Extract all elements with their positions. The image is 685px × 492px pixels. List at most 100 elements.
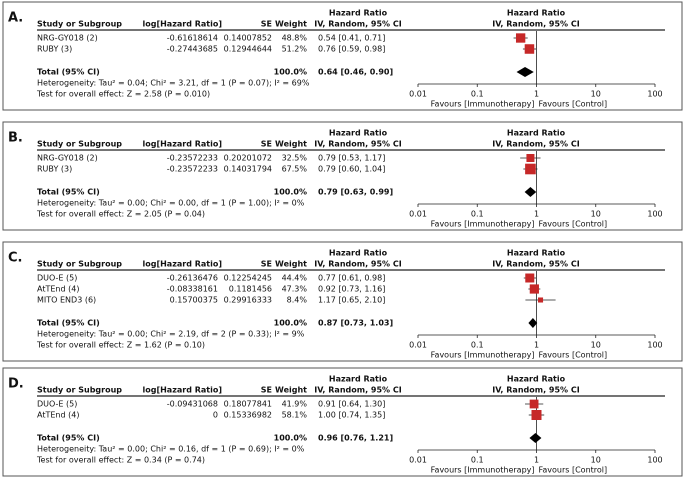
heterogeneity: Heterogeneity: Tau² = 0.00; Chi² = 0.16,… [37,445,305,454]
panel-border [2,241,683,362]
total-diamond [528,318,538,328]
hr-ci: 1.17 [0.65, 2.10] [318,296,385,305]
study-name: NRG-GY018 (2) [37,34,98,43]
study-name: DUO-E (5) [37,400,77,409]
x-tick-label: 100 [647,341,662,350]
column-header: Study or Subgroup [37,140,122,149]
column-header: Hazard Ratio [329,249,388,258]
total-diamond [516,67,534,77]
overall-effect: Test for overall effect: Z = 0.34 (P = 0… [36,456,205,465]
total-weight: 100.0% [274,188,307,197]
log-hr: 0.15700375 [170,296,218,305]
total-hr-ci: 0.64 [0.46, 0.90] [318,68,393,77]
favours-left: Favours [Immunotherapy] [431,466,535,475]
log-hr: -0.27443685 [167,45,218,54]
log-hr: -0.09431068 [167,400,218,409]
total-diamond [524,187,537,197]
x-tick-label: 10 [591,90,601,99]
overall-effect: Test for overall effect: Z = 1.62 (P = 0… [36,341,205,350]
weight: 58.1% [282,411,308,420]
favours-right: Favours [Control] [539,351,608,360]
total-hr-ci: 0.79 [0.63, 0.99] [318,188,393,197]
overall-effect: Test for overall effect: Z = 2.05 (P = 0… [36,210,205,219]
favours-right: Favours [Control] [539,220,608,229]
heterogeneity: Heterogeneity: Tau² = 0.04; Chi² = 3.21,… [37,79,310,88]
hr-ci: 0.54 [0.41, 0.71] [318,34,385,43]
plot-header: Hazard Ratio [507,129,566,138]
se: 0.18077841 [224,400,272,409]
total-name: Total (95% CI) [37,319,100,328]
plot-header: IV, Random, 95% CI [492,386,579,395]
log-hr: -0.23572233 [167,154,218,163]
hr-square [531,409,542,421]
x-tick-label: 10 [591,456,601,465]
column-header: Weight [275,386,307,395]
panel-label: B. [8,131,23,146]
x-tick-label: 10 [591,341,601,350]
panel-label: A. [8,11,23,26]
se: 0.12944644 [224,45,272,54]
se: 0.15336982 [224,411,272,420]
hr-square [529,284,539,294]
column-header: Study or Subgroup [37,386,122,395]
se: 0.12254245 [224,274,272,283]
column-header: Weight [275,260,307,269]
total-name: Total (95% CI) [37,188,100,197]
x-tick-label: 0.01 [409,210,427,219]
hr-square [538,297,544,303]
heterogeneity: Heterogeneity: Tau² = 0.00; Chi² = 0.00,… [37,199,305,208]
heterogeneity: Heterogeneity: Tau² = 0.00; Chi² = 2.19,… [37,330,305,339]
weight: 44.4% [282,274,308,283]
weight: 32.5% [282,154,308,163]
se: 0.29916333 [224,296,272,305]
x-tick-label: 0.1 [471,210,484,219]
column-header: SE [261,140,272,149]
study-name: RUBY (3) [37,165,72,174]
x-tick-label: 10 [591,210,601,219]
total-hr-ci: 0.96 [0.76, 1.21] [318,434,393,443]
log-hr: -0.08338161 [167,285,218,294]
weight: 67.5% [282,165,308,174]
study-name: AtTEnd (4) [37,285,79,294]
column-header: IV, Random, 95% CI [314,386,401,395]
column-header: log[Hazard Ratio] [142,260,222,269]
column-header: Weight [275,140,307,149]
x-tick-label: 0.1 [471,90,484,99]
study-name: RUBY (3) [37,45,72,54]
x-tick-label: 0.01 [409,90,427,99]
column-header: log[Hazard Ratio] [142,140,222,149]
column-header: log[Hazard Ratio] [142,386,222,395]
hr-ci: 0.92 [0.73, 1.16] [318,285,385,294]
overall-effect: Test for overall effect: Z = 2.58 (P = 0… [36,90,210,99]
hr-ci: 0.79 [0.60, 1.04] [318,165,385,174]
hr-ci: 0.77 [0.61, 0.98] [318,274,385,283]
hr-ci: 1.00 [0.74, 1.35] [318,411,385,420]
column-header: Hazard Ratio [329,129,388,138]
x-tick-label: 0.1 [471,341,484,350]
study-name: AtTEnd (4) [37,411,79,420]
x-tick-label: 1 [534,341,539,350]
favours-left: Favours [Immunotherapy] [431,351,535,360]
column-header: log[Hazard Ratio] [142,20,222,29]
total-name: Total (95% CI) [37,68,100,77]
plot-header: IV, Random, 95% CI [492,140,579,149]
column-header: SE [261,386,272,395]
total-weight: 100.0% [274,434,307,443]
hr-square [525,273,535,283]
weight: 41.9% [282,400,308,409]
hr-ci: 0.79 [0.53, 1.17] [318,154,385,163]
hr-square [524,44,535,54]
study-name: DUO-E (5) [37,274,77,283]
column-header: IV, Random, 95% CI [314,20,401,29]
weight: 48.8% [282,34,308,43]
plot-header: IV, Random, 95% CI [492,260,579,269]
column-header: Hazard Ratio [329,375,388,384]
se: 0.20201072 [224,154,272,163]
column-header: Study or Subgroup [37,20,122,29]
total-hr-ci: 0.87 [0.73, 1.03] [318,319,393,328]
weight: 8.4% [287,296,308,305]
column-header: IV, Random, 95% CI [314,260,401,269]
se: 0.14031794 [224,165,272,174]
weight: 51.2% [282,45,308,54]
